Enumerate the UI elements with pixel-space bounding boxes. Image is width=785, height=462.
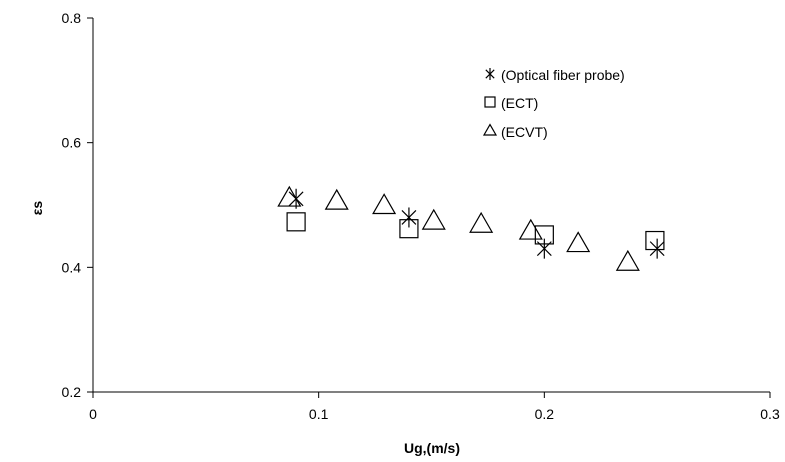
legend-triangle-icon bbox=[482, 123, 498, 136]
data-point-star bbox=[649, 238, 665, 259]
data-point-triangle bbox=[324, 188, 349, 210]
data-point-triangle bbox=[615, 249, 640, 271]
x-tick-label: 0.1 bbox=[309, 406, 329, 422]
y-tick-label: 0.2 bbox=[62, 384, 82, 400]
legend-label-ecvt: (ECVT) bbox=[501, 124, 548, 140]
y-tick-label: 0.4 bbox=[62, 259, 82, 275]
data-point-star bbox=[288, 188, 304, 209]
data-points bbox=[277, 185, 665, 271]
legend-item-ecvt: (ECVT) bbox=[482, 123, 548, 140]
legend-star-icon bbox=[485, 68, 495, 80]
legend: (Optical fiber probe) (ECT) (ECVT) bbox=[482, 67, 625, 140]
legend-marker bbox=[485, 68, 495, 80]
y-tick-label: 0.8 bbox=[62, 10, 82, 26]
data-point-triangle bbox=[372, 193, 397, 215]
legend-marker bbox=[484, 96, 496, 108]
data-point-star bbox=[401, 207, 417, 228]
x-axis-title: Ug,(m/s) bbox=[404, 440, 460, 456]
legend-square-icon bbox=[484, 96, 496, 108]
legend-label-ect: (ECT) bbox=[501, 95, 538, 111]
data-point-star bbox=[536, 238, 552, 259]
data-point-square bbox=[645, 230, 665, 251]
data-point-triangle bbox=[566, 231, 591, 253]
y-axis-title: εs bbox=[29, 201, 45, 216]
tick-labels: 0.2 0.4 0.6 0.8 0 0.1 0.2 0.3 bbox=[62, 10, 780, 422]
x-tick-label: 0 bbox=[89, 406, 97, 422]
legend-label-optical-fiber-probe: (Optical fiber probe) bbox=[501, 67, 625, 83]
x-tick-label: 0.3 bbox=[760, 406, 780, 422]
legend-item-optical-fiber-probe: (Optical fiber probe) bbox=[485, 67, 625, 83]
data-point-triangle bbox=[277, 185, 302, 207]
legend-item-ect: (ECT) bbox=[484, 95, 538, 111]
data-point-triangle bbox=[518, 218, 543, 240]
data-point-triangle bbox=[469, 211, 494, 233]
data-point-triangle bbox=[421, 208, 446, 230]
data-point-square bbox=[286, 212, 306, 232]
legend-marker bbox=[482, 123, 498, 136]
y-tick-label: 0.6 bbox=[62, 135, 82, 151]
x-tick-label: 0.2 bbox=[535, 406, 555, 422]
ticks bbox=[87, 17, 771, 398]
axes bbox=[92, 18, 770, 393]
